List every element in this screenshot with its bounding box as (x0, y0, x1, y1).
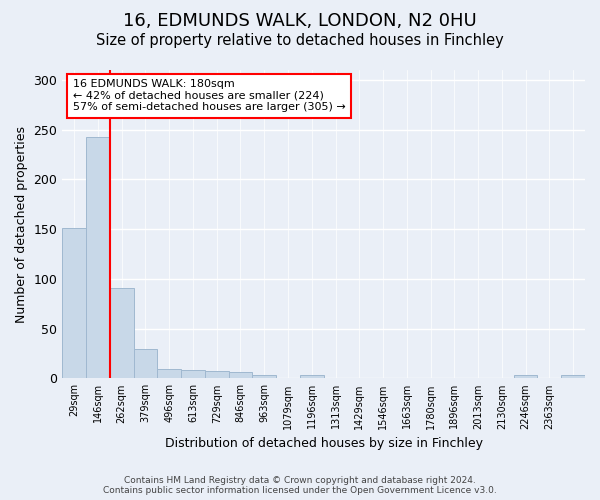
Text: Size of property relative to detached houses in Finchley: Size of property relative to detached ho… (96, 32, 504, 48)
Bar (86, 136, 110, 378)
Bar (134, 350, 157, 378)
Bar (229, 372, 253, 378)
Bar (300, 376, 323, 378)
Bar (62, 228, 86, 378)
X-axis label: Distribution of detached houses by size in Finchley: Distribution of detached houses by size … (164, 437, 482, 450)
Text: 16, EDMUNDS WALK, LONDON, N2 0HU: 16, EDMUNDS WALK, LONDON, N2 0HU (123, 12, 477, 30)
Bar (181, 370, 205, 378)
Bar (514, 376, 538, 378)
Text: 16 EDMUNDS WALK: 180sqm
← 42% of detached houses are smaller (224)
57% of semi-d: 16 EDMUNDS WALK: 180sqm ← 42% of detache… (73, 79, 346, 112)
Bar (253, 376, 276, 378)
Bar (205, 372, 229, 378)
Bar (157, 370, 181, 378)
Y-axis label: Number of detached properties: Number of detached properties (15, 126, 28, 322)
Text: Contains HM Land Registry data © Crown copyright and database right 2024.
Contai: Contains HM Land Registry data © Crown c… (103, 476, 497, 495)
Bar (561, 376, 585, 378)
Bar (110, 288, 134, 378)
